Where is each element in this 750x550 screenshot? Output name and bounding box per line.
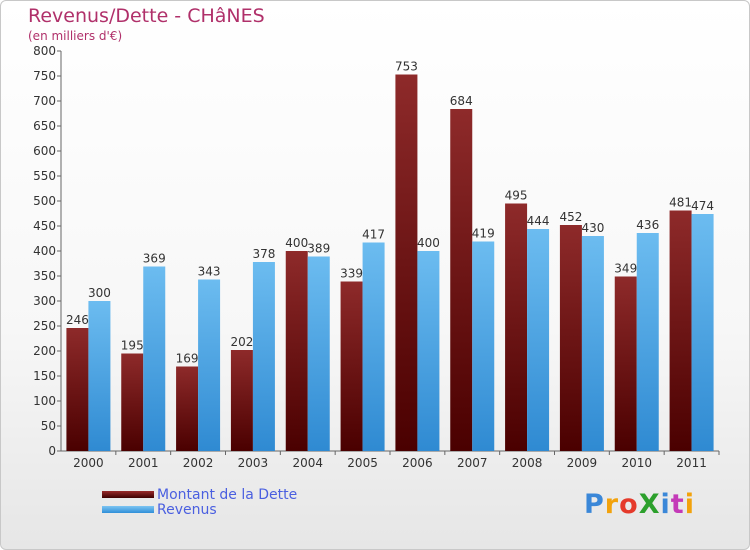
y-tick-label: 350 bbox=[33, 269, 56, 283]
data-label-dette: 202 bbox=[230, 335, 253, 349]
bars bbox=[66, 74, 714, 451]
data-label-revenus: 300 bbox=[88, 286, 111, 300]
logo-letter: X bbox=[638, 489, 661, 520]
x-tick-label: 2009 bbox=[567, 456, 598, 470]
x-tick-label: 2000 bbox=[73, 456, 104, 470]
bar-revenus-2011 bbox=[691, 214, 714, 451]
bar-revenus-2010 bbox=[636, 233, 659, 451]
data-label-revenus: 343 bbox=[198, 265, 221, 279]
data-label-dette: 195 bbox=[121, 339, 144, 353]
data-label-revenus: 436 bbox=[636, 218, 659, 232]
bar-dette-2004 bbox=[285, 251, 308, 451]
bar-revenus-2007 bbox=[472, 241, 495, 451]
data-label-revenus: 400 bbox=[417, 236, 440, 250]
y-tick-label: 400 bbox=[33, 244, 56, 258]
bar-revenus-2005 bbox=[362, 242, 385, 451]
data-label-dette: 169 bbox=[176, 352, 199, 366]
data-label-revenus: 369 bbox=[143, 252, 166, 266]
chart-title: Revenus/Dette - CHâNES bbox=[28, 5, 265, 27]
x-tick-label: 2011 bbox=[676, 456, 707, 470]
x-tick-label: 2001 bbox=[128, 456, 159, 470]
y-tick-label: 650 bbox=[33, 119, 56, 133]
bar-revenus-2004 bbox=[307, 256, 330, 451]
proxiti-logo: ProXiti bbox=[584, 489, 695, 520]
logo-letter: r bbox=[604, 489, 620, 520]
bar-revenus-2002 bbox=[198, 279, 221, 451]
data-label-dette: 753 bbox=[395, 60, 418, 74]
data-label-revenus: 444 bbox=[527, 214, 550, 228]
bar-revenus-2003 bbox=[252, 262, 275, 451]
data-label-dette: 495 bbox=[505, 189, 528, 203]
bar-revenus-2000 bbox=[88, 301, 111, 451]
legend-label-revenus: Revenus bbox=[157, 501, 217, 518]
y-tick-label: 500 bbox=[33, 194, 56, 208]
y-tick-label: 450 bbox=[33, 219, 56, 233]
data-label-dette: 481 bbox=[669, 196, 692, 210]
data-label-dette: 339 bbox=[340, 267, 363, 281]
y-tick-label: 250 bbox=[33, 319, 56, 333]
y-tick-label: 100 bbox=[33, 394, 56, 408]
x-tick-label: 2008 bbox=[512, 456, 543, 470]
data-label-dette: 246 bbox=[66, 313, 89, 327]
y-tick-label: 0 bbox=[48, 444, 56, 458]
data-label-dette: 452 bbox=[559, 210, 582, 224]
x-tick-label: 2010 bbox=[621, 456, 652, 470]
chart-subtitle: (en milliers d'€) bbox=[28, 29, 123, 43]
legend-swatch-revenus bbox=[102, 506, 154, 513]
legend-swatch-dette bbox=[102, 491, 154, 498]
data-label-revenus: 389 bbox=[307, 242, 330, 256]
logo-letter: P bbox=[584, 489, 605, 520]
bar-dette-2008 bbox=[505, 203, 528, 451]
bar-dette-2011 bbox=[669, 210, 692, 451]
bar-revenus-2009 bbox=[581, 236, 604, 451]
x-tick-label: 2004 bbox=[292, 456, 323, 470]
bar-dette-2006 bbox=[395, 74, 418, 451]
legend-item-revenus: Revenus bbox=[102, 501, 297, 518]
y-tick-label: 50 bbox=[41, 419, 56, 433]
y-tick-label: 150 bbox=[33, 369, 56, 383]
data-label-revenus: 430 bbox=[581, 221, 604, 235]
bar-revenus-2006 bbox=[417, 251, 440, 451]
x-tick-label: 2006 bbox=[402, 456, 433, 470]
logo-letter: i bbox=[660, 489, 671, 520]
bar-dette-2007 bbox=[450, 109, 473, 451]
bar-revenus-2001 bbox=[143, 266, 166, 451]
bar-dette-2009 bbox=[559, 225, 582, 451]
logo-letter: t bbox=[670, 489, 685, 520]
bar-dette-2002 bbox=[176, 366, 199, 451]
x-tick-label: 2007 bbox=[457, 456, 488, 470]
data-label-revenus: 419 bbox=[472, 227, 495, 241]
bar-dette-2001 bbox=[121, 353, 144, 451]
y-tick-label: 300 bbox=[33, 294, 56, 308]
legend: Montant de la Dette Revenus bbox=[102, 486, 298, 518]
axes: 0 50 100 150 200 250 300 350 400 450 500 550 600 650 7… bbox=[33, 44, 720, 470]
bar-revenus-2008 bbox=[527, 229, 550, 451]
y-tick-label: 750 bbox=[33, 69, 56, 83]
data-label-revenus: 417 bbox=[362, 228, 385, 242]
y-tick-label: 550 bbox=[33, 169, 56, 183]
y-tick-label: 200 bbox=[33, 344, 56, 358]
legend-item-dette: Montant de la Dette bbox=[102, 486, 298, 503]
logo-letter: o bbox=[619, 489, 639, 520]
y-tick-label: 700 bbox=[33, 94, 56, 108]
bar-dette-2010 bbox=[614, 276, 637, 451]
bar-dette-2000 bbox=[66, 328, 89, 451]
y-tick-label: 800 bbox=[33, 44, 56, 58]
x-tick-label: 2005 bbox=[347, 456, 378, 470]
data-label-dette: 349 bbox=[614, 262, 637, 276]
data-label-dette: 684 bbox=[450, 94, 473, 108]
data-label-dette: 400 bbox=[285, 236, 308, 250]
y-tick-label: 600 bbox=[33, 144, 56, 158]
data-label-revenus: 378 bbox=[252, 247, 275, 261]
bar-dette-2005 bbox=[340, 281, 363, 451]
x-tick-label: 2003 bbox=[238, 456, 269, 470]
logo-letter: i bbox=[684, 489, 695, 520]
x-tick-label: 2002 bbox=[183, 456, 214, 470]
data-label-revenus: 474 bbox=[691, 199, 714, 213]
bar-dette-2003 bbox=[230, 350, 253, 451]
legend-label-dette: Montant de la Dette bbox=[157, 486, 298, 503]
